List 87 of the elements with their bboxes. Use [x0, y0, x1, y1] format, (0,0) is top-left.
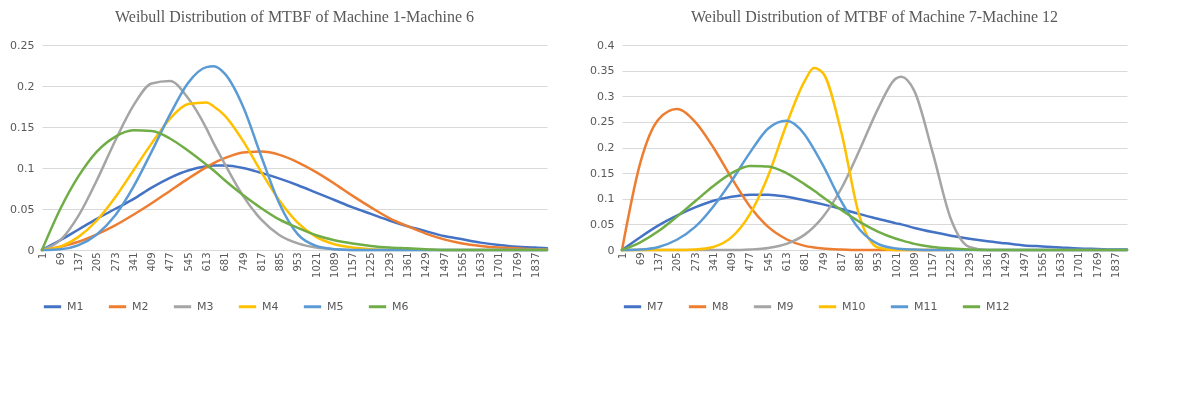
x-tick-label: 1089: [908, 252, 920, 278]
x-tick-label: 1633: [1055, 252, 1067, 278]
y-tick-label: 0.05: [590, 217, 615, 231]
x-tick-label: 1837: [529, 252, 541, 278]
x-tick-label: 1225: [365, 252, 377, 278]
x-tick-label: 1769: [1091, 252, 1103, 278]
line-series: [620, 164, 1129, 252]
y-tick-label: 0.05: [10, 202, 35, 216]
x-tick-label: 1361: [402, 252, 414, 278]
x-tick-label: 341: [127, 252, 139, 272]
x-tick-label: 1361: [982, 252, 994, 278]
x-tick-label: 1429: [420, 252, 432, 278]
legend-label: M6: [392, 299, 409, 313]
x-tick-label: 1565: [456, 252, 468, 278]
x-tick-label: 681: [799, 252, 811, 272]
x-tick-label: 1157: [347, 252, 359, 278]
y-tick-label: 0.2: [597, 141, 615, 154]
x-tick-label: 545: [762, 252, 774, 272]
x-tick-label: 885: [274, 252, 286, 272]
x-tick-label: 953: [872, 252, 884, 272]
y-tick-label: 0.25: [590, 115, 615, 129]
x-tick-label: 613: [780, 252, 792, 272]
x-tick-label: 69: [634, 252, 646, 266]
x-tick-label: 1: [36, 252, 48, 259]
legend-label: M2: [132, 299, 149, 313]
x-tick-label: 1565: [1036, 252, 1048, 278]
x-tick-label: 273: [689, 252, 701, 272]
x-tick-label: 1089: [328, 252, 340, 278]
x-tick-label: 1293: [383, 252, 395, 278]
x-tick-label: 1225: [945, 252, 957, 278]
legend-label: M3: [197, 299, 214, 313]
x-tick-label: 137: [653, 252, 665, 272]
x-tick-label: 205: [91, 252, 103, 272]
chart-title: Weibull Distribution of MTBF of Machine 7-Machine 12: [690, 8, 1059, 25]
x-tick-label: 1293: [963, 252, 975, 278]
x-tick-label: 1497: [1018, 252, 1030, 278]
x-tick-label: 1429: [1000, 252, 1012, 278]
legend-label: M4: [262, 299, 279, 313]
legend-label: M12: [986, 299, 1010, 313]
x-tick-label: 205: [671, 252, 683, 272]
y-tick-label: 0.1: [597, 192, 615, 206]
x-tick-label: 817: [255, 252, 267, 272]
legend-label: M1: [67, 299, 84, 313]
x-tick-label: 1021: [890, 252, 902, 278]
x-tick-label: 1837: [1109, 252, 1121, 278]
x-tick-label: 681: [219, 252, 231, 272]
y-tick-label: 0.2: [17, 79, 35, 93]
x-tick-label: 613: [200, 252, 212, 272]
x-tick-label: 69: [54, 252, 66, 266]
y-tick-label: 0: [607, 243, 615, 257]
y-tick-label: 0.1: [17, 161, 35, 175]
y-tick-label: 0.15: [10, 120, 35, 134]
x-tick-label: 1021: [310, 252, 322, 278]
x-tick-label: 137: [73, 252, 85, 272]
x-tick-label: 1769: [511, 252, 523, 278]
x-tick-label: 1701: [1073, 252, 1085, 278]
x-tick-label: 817: [835, 252, 847, 272]
x-tick-label: 1157: [927, 252, 939, 278]
x-tick-label: 749: [237, 252, 249, 272]
legend-label: M11: [914, 299, 938, 313]
x-tick-label: 749: [817, 252, 829, 272]
x-tick-label: 1497: [438, 252, 450, 278]
x-tick-label: 341: [707, 252, 719, 272]
y-tick-label: 0.35: [590, 64, 615, 78]
legend-label: M9: [777, 299, 794, 313]
x-tick-label: 409: [726, 252, 738, 272]
x-tick-label: 953: [292, 252, 304, 272]
x-tick-label: 1: [616, 252, 628, 259]
y-tick-label: 0.3: [597, 89, 615, 103]
y-tick-label: 0.4: [597, 38, 615, 52]
x-tick-label: 477: [164, 252, 176, 272]
legend-label: M10: [842, 299, 866, 313]
x-tick-label: 273: [109, 252, 121, 272]
chart-title: Weibull Distribution of MTBF of Machine 1-Machine 6: [114, 8, 475, 25]
x-tick-label: 477: [744, 252, 756, 272]
x-tick-label: 1633: [475, 252, 487, 278]
y-tick-label: 0.15: [590, 166, 615, 180]
x-tick-label: 545: [182, 252, 194, 272]
legend-label: M7: [647, 299, 664, 313]
legend-label: M8: [712, 299, 729, 313]
legend-label: M5: [327, 299, 344, 313]
x-tick-label: 1701: [493, 252, 505, 278]
line-series: [40, 129, 549, 252]
y-tick-label: 0: [27, 243, 35, 257]
x-tick-label: 409: [146, 252, 158, 272]
y-tick-label: 0.25: [10, 38, 35, 52]
x-tick-label: 885: [854, 252, 866, 272]
